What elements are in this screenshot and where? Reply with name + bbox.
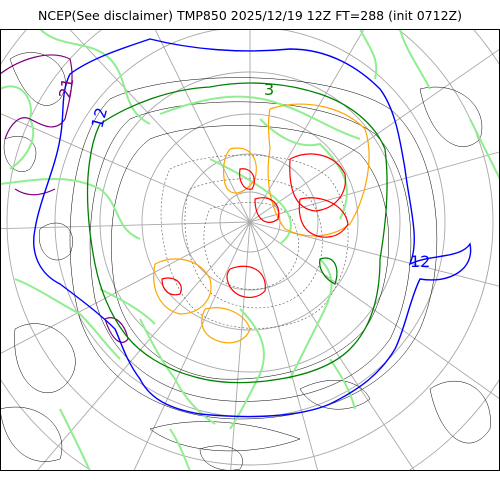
isotherm-red: [161, 153, 349, 298]
isotherm-purple: [0, 54, 129, 343]
map-panel: 21 12 3 12: [0, 29, 500, 471]
contour-label-12-west: 12: [88, 105, 112, 130]
polar-temperature-map: 21 12 3 12: [0, 29, 500, 471]
graticule: [0, 29, 500, 471]
contour-labels: 21 12 3 12: [55, 76, 430, 271]
latitude-circle: [6, 29, 494, 466]
contour-label-3: 3: [264, 80, 274, 99]
meridians: [0, 29, 500, 471]
isotherm-orange: [153, 103, 370, 344]
contour-label-12-east: 12: [410, 252, 430, 271]
dotted-isotherms: [160, 154, 349, 329]
isotherm-blue: [33, 38, 472, 418]
contour-label-21: 21: [55, 76, 77, 99]
map-title: NCEP(See disclaimer) TMP850 2025/12/19 1…: [38, 8, 462, 23]
isotherm-green: [86, 82, 388, 384]
